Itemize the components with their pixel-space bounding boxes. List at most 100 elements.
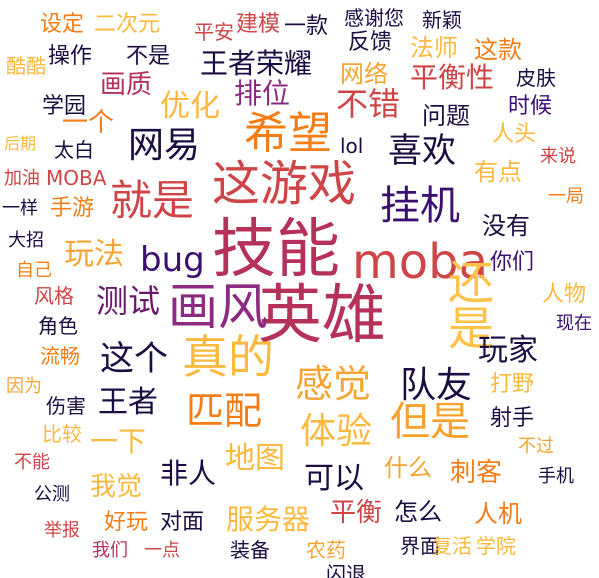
word-lol: lol bbox=[340, 134, 364, 158]
word-yige: 一个 bbox=[62, 108, 115, 138]
word-yixia: 一下 bbox=[90, 425, 147, 458]
word-xueyuan: 学院 bbox=[476, 534, 516, 558]
word-houqi: 后期 bbox=[4, 134, 37, 153]
word-pinghengxing: 平衡性 bbox=[410, 61, 495, 94]
word-fashi: 法师 bbox=[410, 34, 458, 62]
word-haowan: 好玩 bbox=[104, 510, 149, 535]
word-moba-upper: MOBA bbox=[46, 166, 107, 190]
word-zhege: 这个 bbox=[100, 339, 168, 379]
word-gongce: 公测 bbox=[34, 484, 70, 505]
word-shouyou: 手游 bbox=[50, 196, 95, 221]
word-nongyao: 农药 bbox=[306, 538, 346, 562]
word-huafeng: 画风 bbox=[168, 278, 268, 336]
word-daye: 打野 bbox=[490, 372, 535, 397]
word-fuhuo: 复活 bbox=[432, 534, 472, 558]
word-haishi: 还是 bbox=[441, 258, 495, 350]
word-xianzai: 现在 bbox=[556, 313, 592, 334]
word-buneng: 不能 bbox=[14, 452, 50, 473]
word-duimian: 对面 bbox=[160, 510, 205, 535]
word-wanfa: 玩法 bbox=[64, 237, 124, 272]
word-jianmo: 建模 bbox=[236, 12, 281, 37]
word-caozuo: 操作 bbox=[48, 44, 93, 69]
word-fengge: 风格 bbox=[34, 284, 74, 308]
word-feiren: 非人 bbox=[160, 457, 217, 490]
word-kuku: 酷酷 bbox=[6, 54, 46, 78]
word-bug: bug bbox=[140, 240, 205, 280]
word-jubao: 举报 bbox=[44, 520, 80, 541]
word-danshi: 但是 bbox=[390, 399, 470, 445]
word-yidian: 一点 bbox=[144, 540, 180, 561]
word-ganjue: 感觉 bbox=[295, 362, 372, 406]
word-wangyi: 网易 bbox=[128, 125, 201, 166]
word-erciyuan: 二次元 bbox=[94, 12, 161, 37]
word-keyi: 可以 bbox=[304, 461, 364, 496]
word-bushi: 不是 bbox=[126, 44, 171, 69]
word-sheding: 设定 bbox=[40, 12, 85, 37]
word-wojue: 我觉 bbox=[90, 472, 143, 502]
word-huazhi: 画质 bbox=[100, 70, 153, 100]
word-shihou: 时候 bbox=[508, 94, 553, 119]
word-wanjia: 玩家 bbox=[478, 333, 538, 368]
word-duiyou: 队友 bbox=[400, 365, 473, 406]
word-jineng: 技能 bbox=[212, 213, 340, 287]
word-pipei: 匹配 bbox=[186, 389, 263, 433]
word-ganxienin: 感谢您 bbox=[344, 6, 404, 30]
word-wangzherongyao: 王者荣耀 bbox=[200, 47, 313, 80]
word-ditu: 地图 bbox=[225, 441, 285, 476]
word-xihuan: 喜欢 bbox=[388, 131, 456, 171]
word-zhende: 真的 bbox=[182, 330, 274, 384]
word-guaji: 挂机 bbox=[380, 183, 460, 229]
word-shanghai: 伤害 bbox=[46, 394, 86, 418]
word-xueyuan2: 学园 bbox=[42, 94, 87, 119]
word-youhua: 优化 bbox=[160, 89, 220, 124]
word-zheyouxi: 这游戏 bbox=[212, 156, 357, 212]
word-zenme: 怎么 bbox=[394, 498, 442, 526]
word-fuwuqi: 服务器 bbox=[226, 503, 311, 536]
word-buguo: 不过 bbox=[518, 436, 554, 457]
word-jiemian: 界面 bbox=[400, 534, 440, 558]
word-yiju: 一局 bbox=[548, 186, 584, 207]
word-wangluo: 网络 bbox=[340, 60, 388, 88]
word-wenti: 问题 bbox=[422, 102, 470, 130]
word-xinying: 新颖 bbox=[422, 8, 462, 32]
word-renwu: 人物 bbox=[542, 282, 587, 307]
word-shouji: 手机 bbox=[538, 466, 574, 487]
word-youdian: 有点 bbox=[474, 158, 522, 186]
word-ziji: 自己 bbox=[16, 260, 52, 281]
word-shantui: 闪退 bbox=[326, 562, 366, 578]
word-liuchang: 流畅 bbox=[40, 344, 80, 368]
word-laishuo: 来说 bbox=[540, 146, 576, 167]
word-ceshi: 测试 bbox=[96, 282, 161, 320]
word-taibai: 太白 bbox=[54, 138, 94, 162]
word-fankui: 反馈 bbox=[348, 30, 393, 55]
word-zhuangbei: 装备 bbox=[230, 538, 270, 562]
word-xiwang: 希望 bbox=[244, 108, 332, 159]
word-yikuan: 一款 bbox=[284, 14, 329, 39]
word-women: 我们 bbox=[92, 540, 128, 561]
word-zhekuan: 这款 bbox=[474, 36, 522, 64]
word-meiyou: 没有 bbox=[482, 212, 530, 240]
word-pingan: 平安 bbox=[194, 20, 234, 44]
word-bijiao: 比较 bbox=[42, 422, 82, 446]
word-nimen: 你们 bbox=[490, 250, 535, 275]
word-dazhao: 大招 bbox=[8, 230, 44, 251]
word-yingxiong: 英雄 bbox=[258, 279, 386, 353]
word-paiwei: 排位 bbox=[234, 77, 291, 110]
word-juese: 角色 bbox=[38, 314, 78, 338]
word-renji: 人机 bbox=[474, 500, 522, 528]
word-rentou: 人头 bbox=[492, 122, 537, 147]
word-jiushi: 就是 bbox=[110, 176, 195, 225]
word-yiyang: 一样 bbox=[2, 198, 38, 219]
word-pifu: 皮肤 bbox=[516, 66, 556, 90]
word-shenme: 什么 bbox=[384, 454, 432, 482]
word-wangzhe: 王者 bbox=[98, 385, 158, 420]
word-moba: moba bbox=[352, 234, 489, 290]
word-pingheng: 平衡 bbox=[330, 498, 383, 528]
word-yinwei: 因为 bbox=[6, 376, 42, 397]
word-sheshou: 射手 bbox=[490, 406, 535, 431]
word-bucuo: 不错 bbox=[336, 85, 401, 123]
word-jiayou: 加油 bbox=[4, 168, 40, 189]
word-cike: 刺客 bbox=[450, 458, 503, 488]
word-tiyan: 体验 bbox=[300, 411, 373, 452]
